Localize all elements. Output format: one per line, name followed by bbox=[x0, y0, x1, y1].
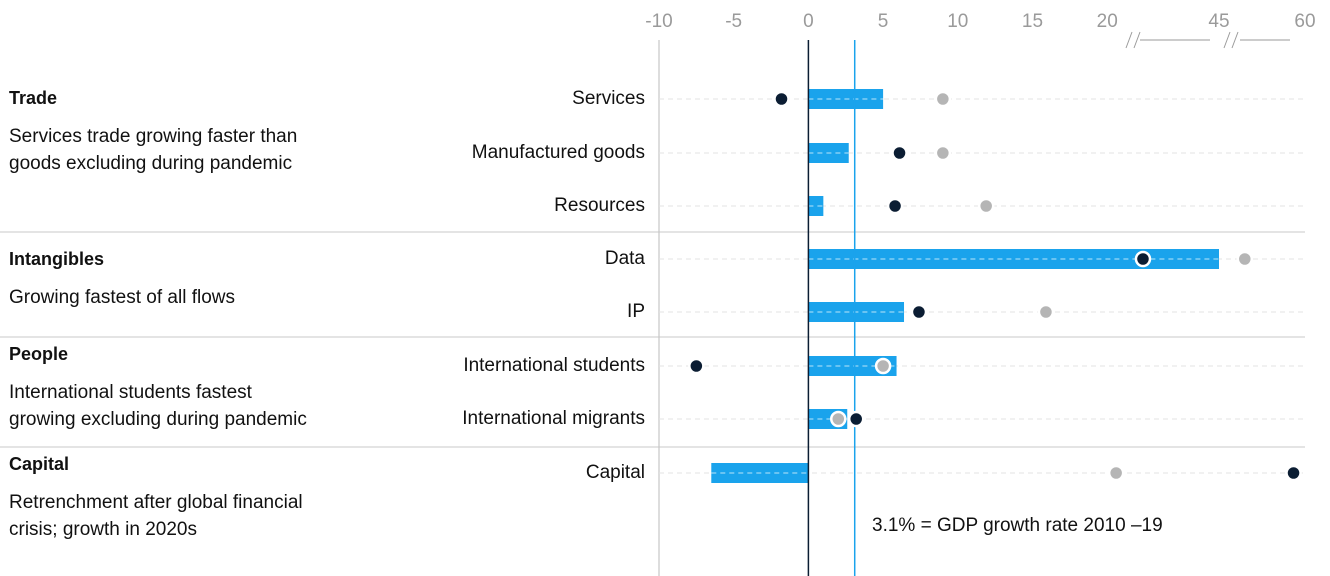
category-label: International students bbox=[463, 355, 645, 376]
reference-label: 3.1% = GDP growth rate 2010 –19 bbox=[872, 515, 1163, 536]
dot bbox=[773, 90, 790, 108]
x-tick-label: -10 bbox=[645, 11, 672, 32]
dot bbox=[1236, 250, 1254, 268]
bar bbox=[808, 356, 897, 376]
group-title: People bbox=[9, 344, 68, 364]
category-label: Capital bbox=[586, 462, 645, 483]
group-description: goods excluding during pandemic bbox=[9, 153, 292, 174]
group-description: Services trade growing faster than bbox=[9, 126, 297, 147]
x-tick-label: 60 bbox=[1294, 11, 1315, 32]
dot bbox=[1134, 250, 1152, 268]
dot bbox=[891, 144, 908, 162]
dot bbox=[934, 90, 952, 108]
bar bbox=[808, 196, 824, 216]
group-description: Growing fastest of all flows bbox=[9, 287, 235, 308]
category-label: Resources bbox=[554, 195, 645, 216]
dot bbox=[1107, 464, 1125, 482]
bar bbox=[808, 249, 1219, 269]
group-description: crisis; growth in 2020s bbox=[9, 519, 197, 540]
dot bbox=[688, 357, 705, 375]
group-title: Trade bbox=[9, 88, 57, 108]
axis-break bbox=[1223, 31, 1231, 49]
axis-break bbox=[1231, 31, 1239, 49]
x-tick-label: 15 bbox=[1022, 11, 1043, 32]
category-label: Services bbox=[572, 88, 645, 109]
dot bbox=[934, 144, 952, 162]
axis-break bbox=[1133, 31, 1141, 49]
x-tick-label: -5 bbox=[725, 11, 742, 32]
group-title: Intangibles bbox=[9, 249, 104, 269]
dot bbox=[1285, 464, 1302, 482]
x-tick-label: 45 bbox=[1208, 11, 1229, 32]
dot bbox=[874, 357, 892, 375]
group-description: International students fastest bbox=[9, 382, 253, 403]
group-description: Retrenchment after global financial bbox=[9, 492, 303, 513]
x-tick-label: 0 bbox=[803, 11, 814, 32]
x-tick-label: 5 bbox=[878, 11, 889, 32]
group-description: growing excluding during pandemic bbox=[9, 409, 307, 430]
dot bbox=[830, 410, 847, 428]
dot bbox=[847, 410, 865, 428]
category-label: IP bbox=[627, 301, 645, 322]
category-label: Data bbox=[605, 248, 646, 269]
dot bbox=[886, 197, 904, 215]
x-tick-label: 20 bbox=[1097, 11, 1118, 32]
dot bbox=[1037, 303, 1055, 321]
x-tick-label: 10 bbox=[947, 11, 968, 32]
group-title: Capital bbox=[9, 454, 69, 474]
category-label: International migrants bbox=[462, 408, 645, 429]
dot bbox=[977, 197, 995, 215]
category-label: Manufactured goods bbox=[472, 142, 645, 163]
axis-break bbox=[1125, 31, 1133, 49]
dot bbox=[910, 303, 928, 321]
